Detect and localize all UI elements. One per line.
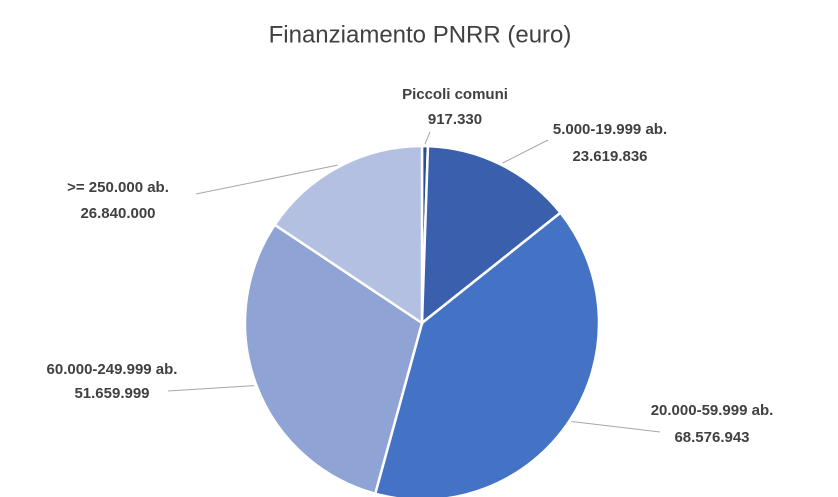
slice-label: 60.000-249.999 ab.: [47, 361, 178, 378]
slice-value: 26.840.000: [80, 205, 155, 222]
slice-value: 23.619.836: [572, 148, 647, 165]
slice-label: 20.000-59.999 ab.: [651, 402, 774, 419]
pie-slice: [243, 223, 424, 496]
pie-slice: [273, 144, 424, 326]
leader-line: [424, 131, 431, 145]
slice-label: Piccoli comuni: [402, 86, 508, 103]
leader-line: [195, 164, 338, 195]
pie-slice: [373, 210, 601, 497]
slice-value: 51.659.999: [74, 385, 149, 402]
leader-line: [571, 421, 661, 433]
slice-value: 68.576.943: [674, 429, 749, 446]
leader-line: [502, 139, 549, 164]
slice-value: 917.330: [428, 111, 482, 128]
chart-title: Finanziamento PNRR (euro): [269, 21, 572, 48]
leader-line: [167, 385, 255, 392]
slice-label: 5.000-19.999 ab.: [553, 121, 667, 138]
slice-label: >= 250.000 ab.: [67, 179, 169, 196]
pie-slice: [420, 144, 563, 326]
